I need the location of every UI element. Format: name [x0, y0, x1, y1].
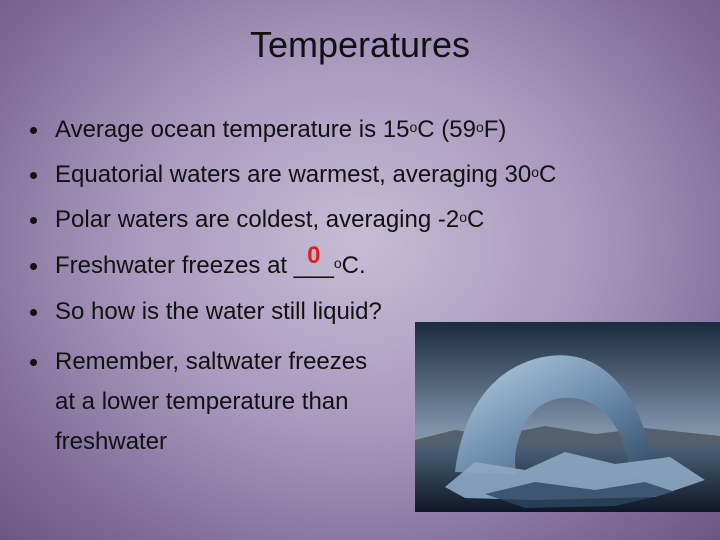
- superscript: o: [459, 209, 467, 225]
- text: C (59: [417, 116, 476, 143]
- text: C: [539, 161, 557, 188]
- text: Freshwater freezes at: [55, 252, 294, 279]
- superscript: o: [475, 119, 484, 135]
- superscript: o: [333, 255, 342, 271]
- slide-title: Temperatures: [249, 24, 471, 65]
- bullet-dot: [30, 359, 37, 366]
- text-line: freshwater: [55, 428, 168, 455]
- answer: 0: [307, 242, 321, 269]
- bullet: Average ocean temperature is 15oC (59oF): [30, 115, 507, 145]
- text: So how is the water still liquid?: [55, 298, 382, 325]
- text: Equatorial waters are warmest, averaging…: [55, 161, 532, 188]
- ice-arch-photo: [415, 322, 720, 512]
- text: C.: [341, 252, 366, 279]
- text-line: at a lower temperature than: [55, 388, 349, 415]
- bullet: Polar waters are coldest, averaging -2oC: [30, 205, 485, 235]
- text: Average ocean temperature is 15: [55, 116, 410, 143]
- bullet-dot: [30, 172, 37, 179]
- text: C: [467, 206, 485, 233]
- superscript: o: [531, 164, 540, 180]
- text-line: Remember, saltwater freezes: [55, 348, 368, 375]
- bullet: Equatorial waters are warmest, averaging…: [30, 160, 557, 190]
- bullet: Remember, saltwater freezes at a lower te…: [30, 342, 368, 462]
- bullet: So how is the water still liquid?: [30, 297, 382, 327]
- bullet-dot: [30, 127, 37, 134]
- superscript: o: [409, 119, 418, 135]
- blank: ___ 0: [293, 242, 334, 281]
- bullet-dot: [30, 217, 37, 224]
- bullet: Freshwater freezes at ___ 0 oC.: [30, 242, 366, 281]
- blank-line: ___: [293, 252, 334, 279]
- text: F): [483, 116, 507, 143]
- bullet-dot: [30, 263, 37, 270]
- bullet-dot: [30, 309, 37, 316]
- text: Polar waters are coldest, averaging -2: [55, 206, 460, 233]
